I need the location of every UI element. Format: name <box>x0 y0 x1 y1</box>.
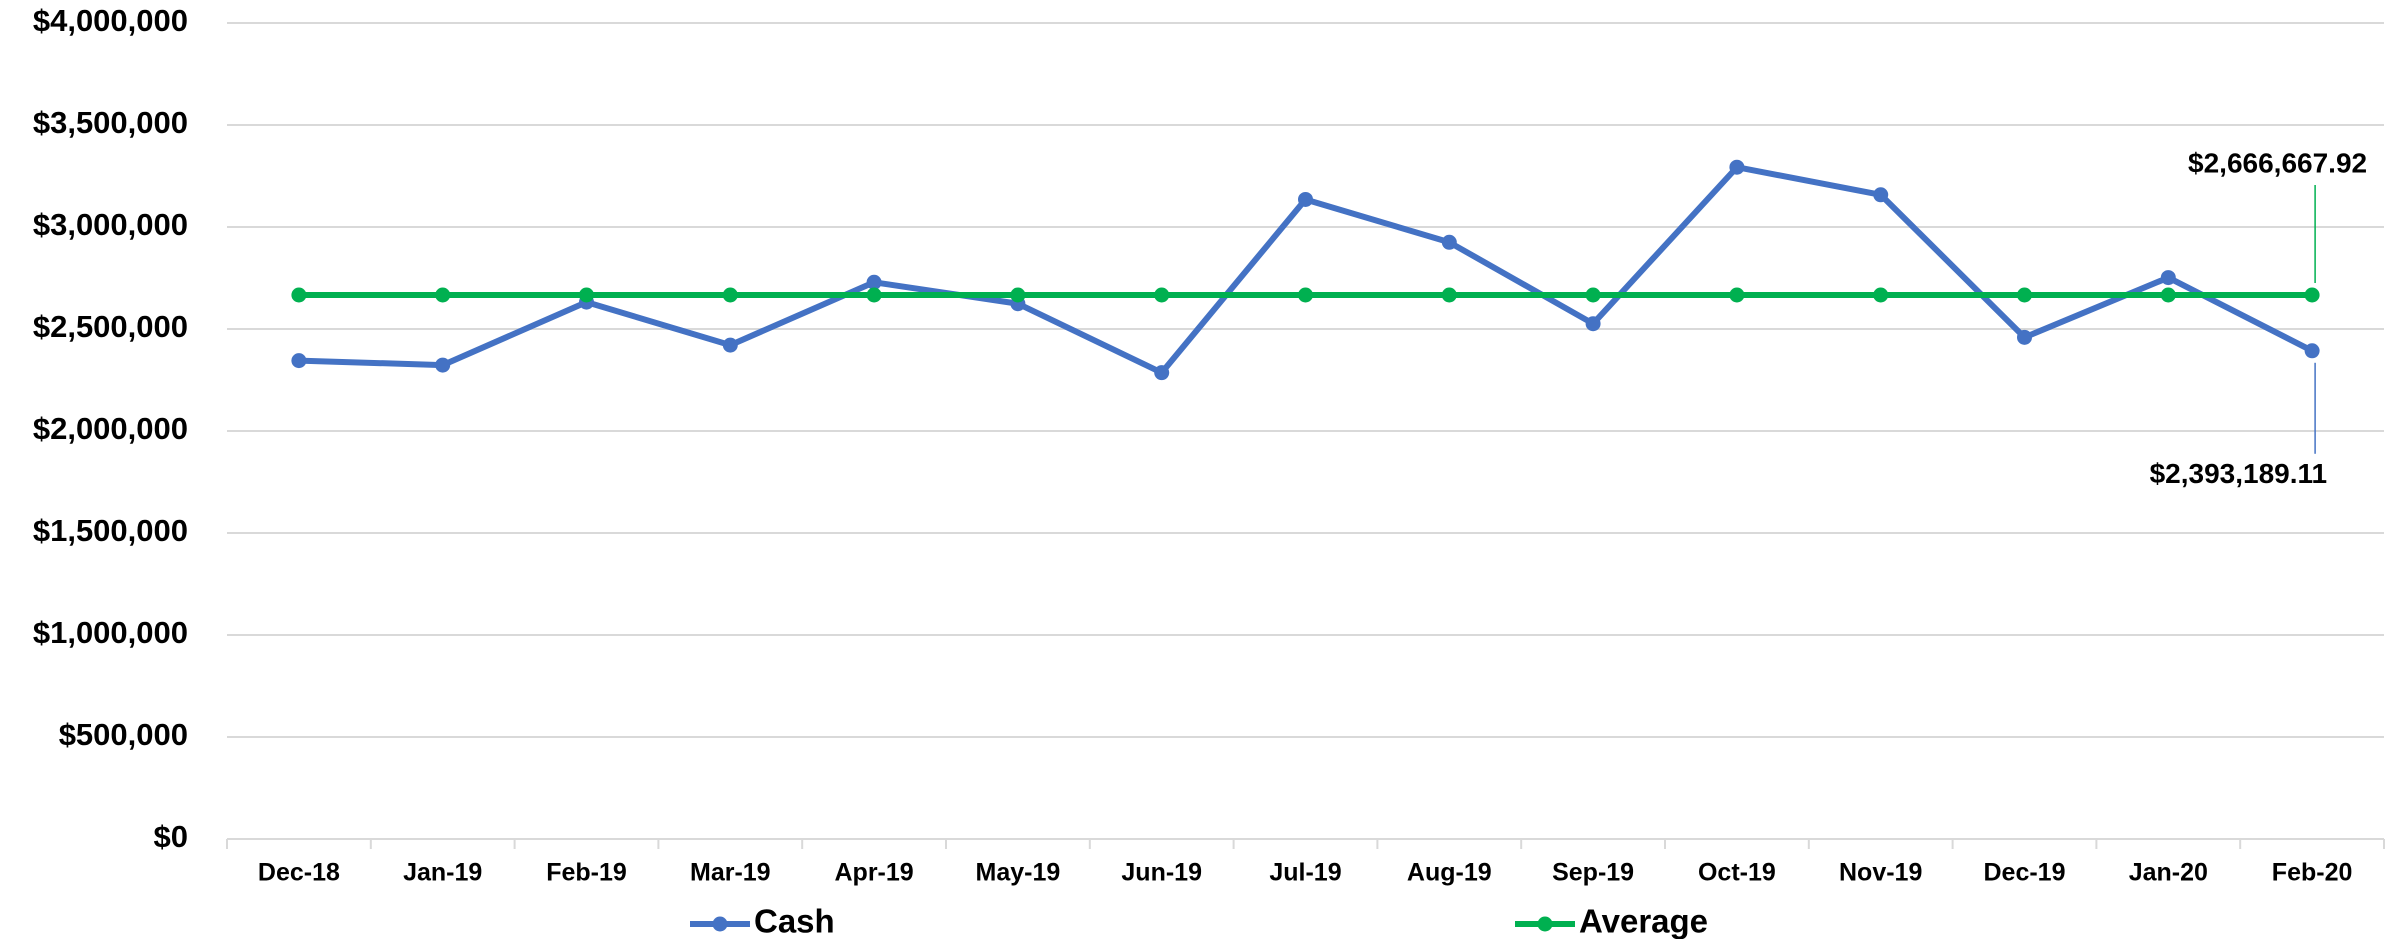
point-marker <box>1154 287 1170 303</box>
point-marker <box>2160 270 2176 286</box>
point-marker <box>2017 329 2032 345</box>
point-marker <box>1010 287 1026 303</box>
x-tick-label: Dec-19 <box>1984 859 2066 887</box>
x-tick-label: May-19 <box>976 859 1061 887</box>
point-marker <box>866 287 882 303</box>
x-tick-label: Mar-19 <box>690 859 771 887</box>
x-tick-label: Jun-19 <box>1121 859 1202 887</box>
y-tick-label: $1,500,000 <box>33 513 188 548</box>
y-tick-label: $0 <box>154 819 188 854</box>
y-tick-label: $1,000,000 <box>33 615 188 650</box>
point-marker <box>2304 287 2320 303</box>
point-marker <box>2017 287 2032 303</box>
point-marker <box>2160 287 2176 303</box>
x-tick-label: Jan-20 <box>2129 859 2208 887</box>
y-tick-label: $2,000,000 <box>33 411 188 446</box>
point-marker <box>1729 159 1745 175</box>
legend-marker <box>1537 916 1553 932</box>
x-tick-label: Aug-19 <box>1407 859 1492 887</box>
y-tick-label: $3,000,000 <box>33 207 188 242</box>
point-marker <box>1873 287 1889 303</box>
point-marker <box>1585 287 1601 303</box>
point-marker <box>866 274 882 290</box>
legend-marker <box>712 916 728 932</box>
x-tick-label: Dec-18 <box>258 859 340 887</box>
x-tick-label: Sep-19 <box>1552 859 1634 887</box>
y-tick-label: $3,500,000 <box>33 105 188 140</box>
point-marker <box>1441 287 1457 303</box>
point-marker <box>2304 343 2320 359</box>
x-tick-label: Feb-19 <box>546 859 627 887</box>
point-marker <box>1154 365 1170 381</box>
point-marker <box>291 287 307 303</box>
point-marker <box>1441 234 1457 250</box>
point-marker <box>1873 187 1889 203</box>
x-tick-label: Oct-19 <box>1698 859 1776 887</box>
x-tick-label: Jan-19 <box>403 859 482 887</box>
point-marker <box>722 287 738 303</box>
x-tick-label: Nov-19 <box>1839 859 1922 887</box>
y-tick-label: $500,000 <box>59 717 188 752</box>
point-marker <box>722 337 738 353</box>
data-label: $2,666,667.92 <box>2188 147 2367 178</box>
x-tick-label: Jul-19 <box>1269 859 1341 887</box>
point-marker <box>579 287 594 303</box>
point-marker <box>1298 191 1313 207</box>
point-marker <box>435 357 451 373</box>
x-tick-label: Feb-20 <box>2272 859 2353 887</box>
data-label: $2,393,189.11 <box>2150 458 2328 489</box>
legend-label: Cash <box>754 903 835 939</box>
point-marker <box>1298 287 1313 303</box>
legend-label: Average <box>1579 903 1708 939</box>
point-marker <box>435 287 451 303</box>
point-marker <box>1729 287 1745 303</box>
y-tick-label: $2,500,000 <box>33 309 188 344</box>
point-marker <box>1585 316 1601 332</box>
x-tick-label: Apr-19 <box>835 859 914 887</box>
point-marker <box>291 353 307 369</box>
y-tick-label: $4,000,000 <box>33 3 188 38</box>
